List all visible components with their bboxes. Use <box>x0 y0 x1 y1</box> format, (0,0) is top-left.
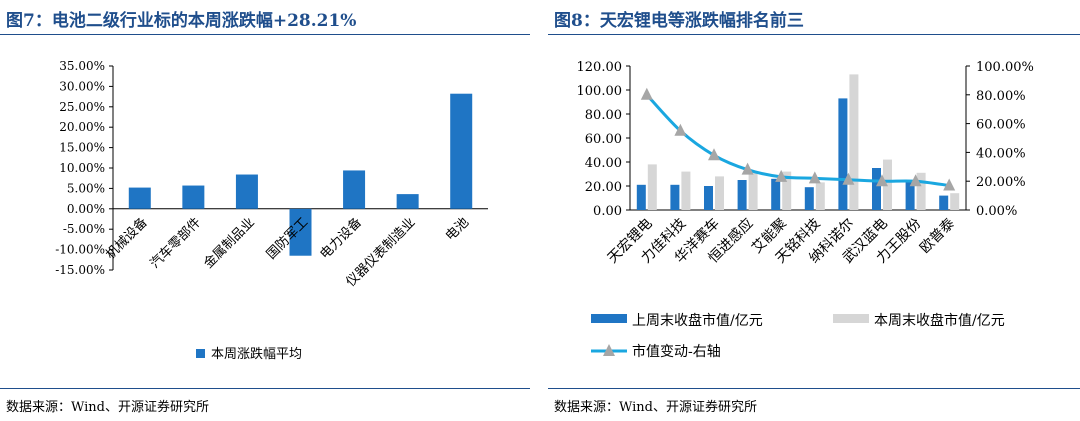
line-point-triangle <box>909 174 922 187</box>
bar-previous-week <box>872 168 881 210</box>
legend-label: 本周涨跌幅平均 <box>211 346 302 362</box>
figure-7-top-rule <box>0 34 530 35</box>
bar <box>128 187 151 209</box>
y-tick-label: -5.00% <box>63 222 105 236</box>
y-right-tick-label: 100.00% <box>976 60 1034 75</box>
bar-this-week <box>815 182 825 210</box>
bar-this-week <box>715 176 724 210</box>
bar <box>396 194 419 209</box>
bar-this-week <box>950 193 960 210</box>
y-left-tick-label: 80.00 <box>585 108 622 123</box>
bar-this-week <box>849 74 859 211</box>
y-right-tick-label: 60.00% <box>976 118 1026 133</box>
chart-industry-weekly-change: -15.00% -10.00% -5.00% 0.00% 5.00% 10.00% 15.0… <box>55 59 488 362</box>
figure-8-panel: 图8：天宏锂电等涨跌幅排名前三 0.00 20.00 40.00 60.00 80.00… <box>548 0 1080 421</box>
line-point-triangle <box>741 162 754 175</box>
y-right-tick-label: 40.00% <box>976 146 1026 161</box>
figure-7-panel: 图7：电池二级行业标的本周涨跌幅+28.21% -15.00% -10.00% -5… <box>0 0 530 421</box>
bar-previous-week <box>838 98 848 210</box>
y-tick-label: 15.00% <box>59 141 105 155</box>
y-tick-label: 35.00% <box>59 59 105 73</box>
bar-this-week <box>883 159 892 210</box>
legend-label-previous-week: 上周末收盘市值/亿元 <box>632 312 763 329</box>
line-point-triangle <box>674 123 687 136</box>
x-category-label: 机械设备 <box>103 214 151 262</box>
bar <box>289 208 312 256</box>
line-point-triangle <box>842 172 855 185</box>
figure-7-bottom-rule <box>0 388 530 389</box>
figure-8-top-rule <box>548 34 1080 35</box>
y-right-tick-label: 80.00% <box>976 89 1026 104</box>
legend-swatch <box>196 349 205 358</box>
bar-this-week <box>647 164 657 210</box>
bar <box>343 170 366 209</box>
y-tick-label: 30.00% <box>59 79 105 93</box>
y-left-tick-label: 40.00 <box>585 156 622 171</box>
bar-previous-week <box>905 182 915 210</box>
bar-previous-week <box>704 186 713 210</box>
bar-this-week <box>748 171 758 210</box>
y-tick-label: 10.00% <box>59 161 105 175</box>
y-right-tick-label: 20.00% <box>976 175 1026 190</box>
bar <box>182 185 205 209</box>
x-category-label: 电力设备 <box>317 214 365 262</box>
line-point-triangle <box>775 169 788 182</box>
chart-top-movers: 0.00 20.00 40.00 60.00 80.00 100.00 120.00 0.00… <box>577 60 1034 360</box>
line-point-triangle <box>876 174 888 187</box>
legend-swatch-triangle <box>603 344 615 356</box>
bar-this-week <box>916 172 926 210</box>
bar-previous-week <box>804 187 814 210</box>
bar <box>450 93 473 209</box>
y-left-tick-label: 60.00 <box>585 132 622 147</box>
figure-8-source: 数据来源：Wind、开源证券研究所 <box>554 400 757 415</box>
figure-8-title: 图8：天宏锂电等涨跌幅排名前三 <box>554 11 804 31</box>
x-category-label: 电池 <box>443 215 472 244</box>
bar-previous-week <box>771 178 781 210</box>
y-left-tick-label: 20.00 <box>585 180 622 195</box>
y-tick-label: 0.00% <box>67 202 105 216</box>
x-category-label: 欧普泰 <box>917 216 958 257</box>
line-point-triangle <box>943 178 956 191</box>
y-tick-label: 5.00% <box>67 181 105 195</box>
line-point-triangle <box>708 148 720 161</box>
line-point-triangle <box>808 171 821 184</box>
bar-previous-week <box>670 184 680 210</box>
y-tick-label: 20.00% <box>59 120 105 134</box>
y-left-tick-label: 120.00 <box>577 60 623 75</box>
x-category-label: 金属制品业 <box>200 214 257 271</box>
bar-this-week <box>782 171 792 210</box>
y-right-tick-label: 0.00% <box>976 204 1017 219</box>
legend-swatch-this-week <box>833 314 869 323</box>
line-point-triangle <box>640 87 653 100</box>
bar-previous-week <box>636 184 646 210</box>
y-tick-label: 25.00% <box>59 100 105 114</box>
y-tick-label: -15.00% <box>55 263 105 277</box>
legend-swatch-previous-week <box>591 314 627 323</box>
line-market-cap-change <box>645 93 950 188</box>
figure-7-source: 数据来源：Wind、开源证券研究所 <box>6 400 209 415</box>
figure-8-bottom-rule <box>548 388 1080 389</box>
y-left-tick-label: 0.00 <box>593 204 622 219</box>
bar-previous-week <box>737 180 747 210</box>
bar <box>235 174 258 209</box>
x-category-label: 汽车零部件 <box>147 214 204 271</box>
y-tick-label: -10.00% <box>55 243 105 257</box>
bar-this-week <box>681 171 691 210</box>
y-left-tick-label: 100.00 <box>577 84 623 99</box>
bar-previous-week <box>939 195 949 210</box>
figure-7-title: 图7：电池二级行业标的本周涨跌幅+28.21% <box>6 11 357 31</box>
legend-label-this-week: 本周末收盘市值/亿元 <box>874 312 1005 329</box>
legend-label-line: 市值变动-右轴 <box>632 343 721 360</box>
